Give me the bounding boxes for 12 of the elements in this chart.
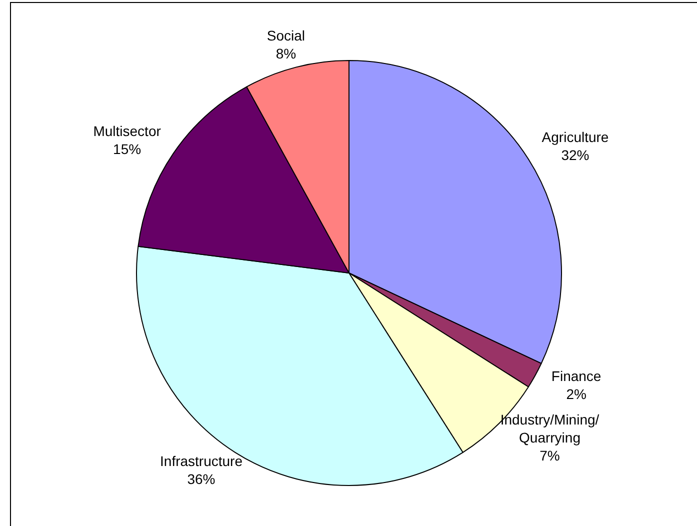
slice-label: Multisector	[93, 123, 162, 140]
data-label: 36%	[187, 470, 216, 487]
slice-label: Social	[266, 28, 306, 44]
slice-label: Agriculture	[542, 129, 609, 146]
data-label: 32%	[561, 147, 590, 164]
data-label: 2%	[566, 386, 586, 402]
data-label: 15%	[113, 141, 142, 158]
slice-label: Finance	[551, 368, 602, 384]
slice-label: Industry/Mining/Quarrying	[500, 412, 600, 446]
data-label: 7%	[540, 448, 560, 464]
data-label: 8%	[276, 46, 296, 62]
slice-label: Infrastructure	[160, 452, 243, 469]
